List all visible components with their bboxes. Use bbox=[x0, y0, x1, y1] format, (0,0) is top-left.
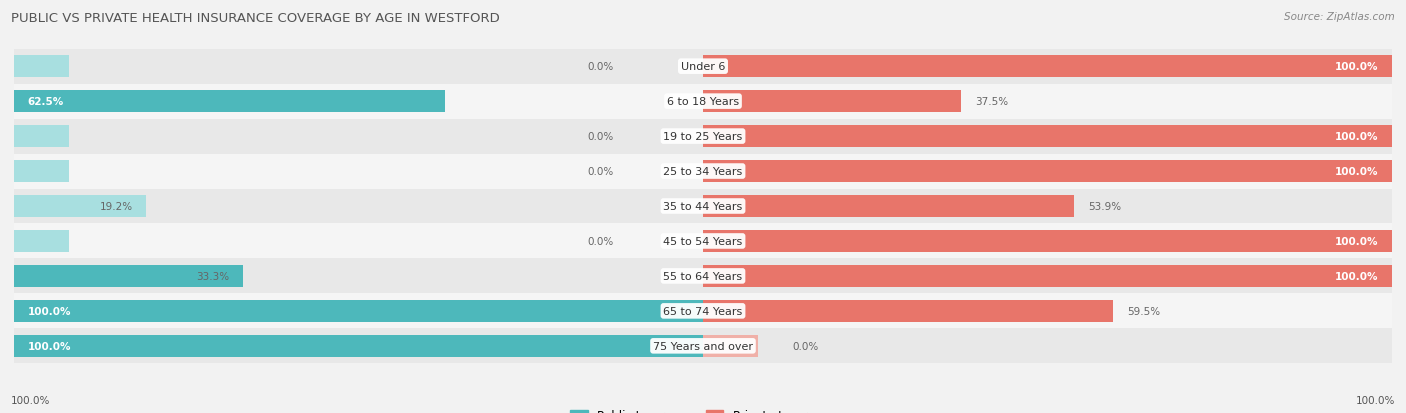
Bar bbox=[14, 329, 1392, 363]
Text: Source: ZipAtlas.com: Source: ZipAtlas.com bbox=[1284, 12, 1395, 22]
Bar bbox=[14, 161, 69, 183]
Text: 100.0%: 100.0% bbox=[28, 341, 72, 351]
Text: 100.0%: 100.0% bbox=[1334, 271, 1378, 281]
Bar bbox=[703, 126, 1392, 147]
Text: 0.0%: 0.0% bbox=[588, 166, 613, 177]
Text: Under 6: Under 6 bbox=[681, 62, 725, 72]
Bar bbox=[14, 56, 69, 78]
Bar bbox=[14, 91, 444, 113]
Bar bbox=[14, 294, 1392, 329]
Text: 0.0%: 0.0% bbox=[793, 341, 818, 351]
Text: 6 to 18 Years: 6 to 18 Years bbox=[666, 97, 740, 107]
Text: 100.0%: 100.0% bbox=[1355, 395, 1395, 405]
Bar bbox=[14, 126, 69, 147]
Text: 100.0%: 100.0% bbox=[11, 395, 51, 405]
Bar bbox=[14, 196, 146, 217]
Text: 100.0%: 100.0% bbox=[1334, 132, 1378, 142]
Bar bbox=[703, 230, 1392, 252]
Bar bbox=[703, 196, 1074, 217]
Bar bbox=[14, 300, 703, 322]
Text: 100.0%: 100.0% bbox=[1334, 236, 1378, 247]
Text: 45 to 54 Years: 45 to 54 Years bbox=[664, 236, 742, 247]
Text: 37.5%: 37.5% bbox=[976, 97, 1008, 107]
Text: PUBLIC VS PRIVATE HEALTH INSURANCE COVERAGE BY AGE IN WESTFORD: PUBLIC VS PRIVATE HEALTH INSURANCE COVER… bbox=[11, 12, 501, 25]
Bar bbox=[14, 50, 1392, 84]
Text: 62.5%: 62.5% bbox=[28, 97, 65, 107]
Bar bbox=[703, 91, 962, 113]
Text: 75 Years and over: 75 Years and over bbox=[652, 341, 754, 351]
Bar bbox=[14, 84, 1392, 119]
Bar bbox=[703, 335, 758, 357]
Text: 59.5%: 59.5% bbox=[1126, 306, 1160, 316]
Text: 0.0%: 0.0% bbox=[588, 62, 613, 72]
Bar bbox=[703, 266, 1392, 287]
Bar bbox=[14, 154, 1392, 189]
Bar bbox=[14, 119, 1392, 154]
Text: 65 to 74 Years: 65 to 74 Years bbox=[664, 306, 742, 316]
Bar bbox=[14, 224, 1392, 259]
Text: 55 to 64 Years: 55 to 64 Years bbox=[664, 271, 742, 281]
Text: 53.9%: 53.9% bbox=[1088, 202, 1121, 211]
Text: 0.0%: 0.0% bbox=[588, 236, 613, 247]
Bar bbox=[14, 189, 1392, 224]
Bar bbox=[14, 259, 1392, 294]
Legend: Public Insurance, Private Insurance: Public Insurance, Private Insurance bbox=[565, 404, 841, 413]
Text: 100.0%: 100.0% bbox=[28, 306, 72, 316]
Text: 100.0%: 100.0% bbox=[1334, 62, 1378, 72]
Text: 35 to 44 Years: 35 to 44 Years bbox=[664, 202, 742, 211]
Text: 25 to 34 Years: 25 to 34 Years bbox=[664, 166, 742, 177]
Bar bbox=[703, 300, 1114, 322]
Bar bbox=[14, 230, 69, 252]
Bar bbox=[14, 266, 243, 287]
Bar bbox=[703, 56, 1392, 78]
Text: 33.3%: 33.3% bbox=[197, 271, 229, 281]
Text: 19.2%: 19.2% bbox=[100, 202, 132, 211]
Bar bbox=[14, 335, 703, 357]
Text: 100.0%: 100.0% bbox=[1334, 166, 1378, 177]
Text: 19 to 25 Years: 19 to 25 Years bbox=[664, 132, 742, 142]
Text: 0.0%: 0.0% bbox=[588, 132, 613, 142]
Bar bbox=[703, 161, 1392, 183]
